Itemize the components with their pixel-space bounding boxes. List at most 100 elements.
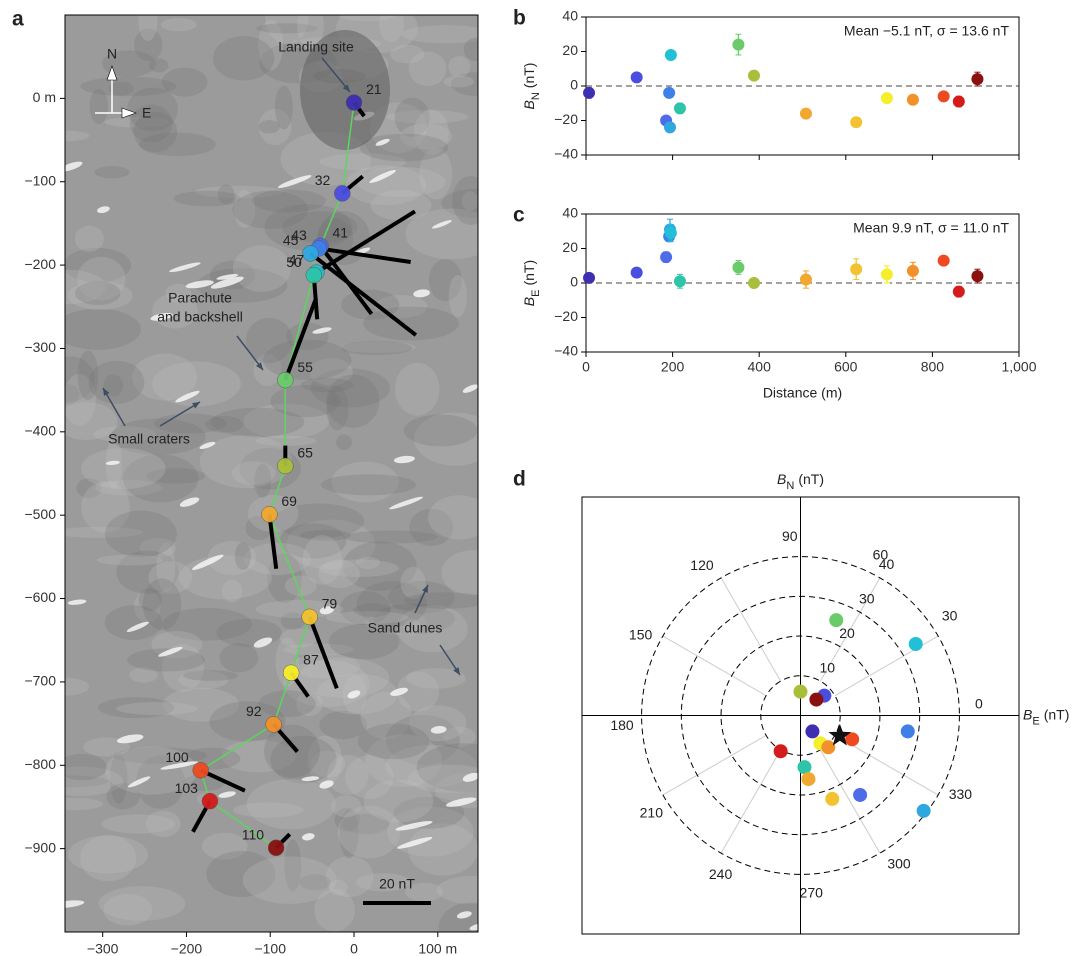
y-tick-label: −400 [24,423,56,439]
axis-unit: (nT) [798,471,824,487]
terrain [413,109,449,155]
terrain [65,383,80,405]
terrain [122,454,199,503]
dune [169,262,201,273]
axis-unit: (nT) [1044,706,1070,722]
annotation: Sand dunes [368,620,443,636]
axis-label: BN (nT) [521,63,542,110]
data-point [952,285,965,298]
terrain [129,667,158,683]
y-tick-label: 20 [562,42,578,58]
terrain [296,691,323,717]
terrain [217,184,235,205]
terrain [255,435,317,446]
data-point [952,95,965,108]
data-point [805,724,820,739]
terrain [104,605,163,640]
compass-label: E [142,105,151,121]
track-point [265,716,282,733]
terrain [319,153,407,171]
terrain [370,190,432,221]
spoke [662,635,767,697]
terrain [341,813,390,835]
terrain [359,133,449,162]
terrain [373,603,455,635]
data-point [663,86,676,99]
map-background [65,15,478,932]
terrain [116,550,179,594]
terrain [148,58,169,73]
terrain [65,308,142,350]
data-point [971,73,984,86]
terrain [108,81,134,96]
terrain [279,628,318,648]
dune [126,621,149,632]
angle-label: 330 [949,786,973,802]
terrain [245,515,273,541]
terrain [286,519,376,570]
compass-e-head [121,107,137,119]
terrain [448,56,471,78]
axis-symbol: B [521,297,537,306]
terrain [279,523,347,559]
terrain [246,779,336,830]
data-point [821,740,836,755]
dune [462,384,478,393]
terrain [427,495,478,540]
data-point [664,48,677,61]
dune [319,606,334,615]
y-tick-label: −300 [24,339,56,355]
terrain [103,374,124,397]
dune [65,900,85,909]
angle-label: 60 [873,546,889,562]
y-tick-label: −40 [554,343,578,359]
annotation-arrowhead [342,84,350,92]
terrain [330,795,362,818]
terrain [232,802,304,818]
x-tick-label: 200 [661,359,685,375]
terrain [65,775,109,788]
annotation-arrowhead [256,362,263,370]
data-point [801,772,816,787]
sol-label: 110 [242,827,265,843]
terrain [326,374,380,428]
dune [160,761,199,770]
landing-blast [300,30,390,150]
terrain [162,607,253,641]
y-tick-label: −20 [554,308,578,324]
sol-label: 92 [246,703,262,719]
annotation-arrowhead [103,388,110,396]
terrain [441,550,478,596]
data-point [664,226,677,239]
sol-label: 87 [303,651,319,667]
terrain [194,185,284,199]
sol-label: 45 [283,232,299,248]
terrain [290,653,361,679]
terrain [325,611,409,625]
y-tick-label: 40 [562,205,578,221]
terrain [76,478,102,498]
terrain [201,832,248,860]
terrain [94,166,130,179]
data-point [748,277,761,289]
terrain [280,612,305,630]
sol-label: 65 [297,445,313,461]
terrain [360,691,412,740]
terrain [127,87,178,132]
terrain [298,657,390,699]
terrain [409,705,467,742]
x-tick-label: 0 [350,941,358,956]
data-point [673,275,686,288]
x-tick-label: −200 [171,941,203,956]
terrain [65,526,144,538]
terrain [355,556,381,569]
angle-label: 0 [975,695,983,711]
terrain [129,104,173,143]
dune [192,554,224,570]
terrain [258,120,280,134]
terrain [77,350,99,401]
spoke [662,734,767,796]
terrain [463,37,478,62]
terrain [307,735,343,786]
